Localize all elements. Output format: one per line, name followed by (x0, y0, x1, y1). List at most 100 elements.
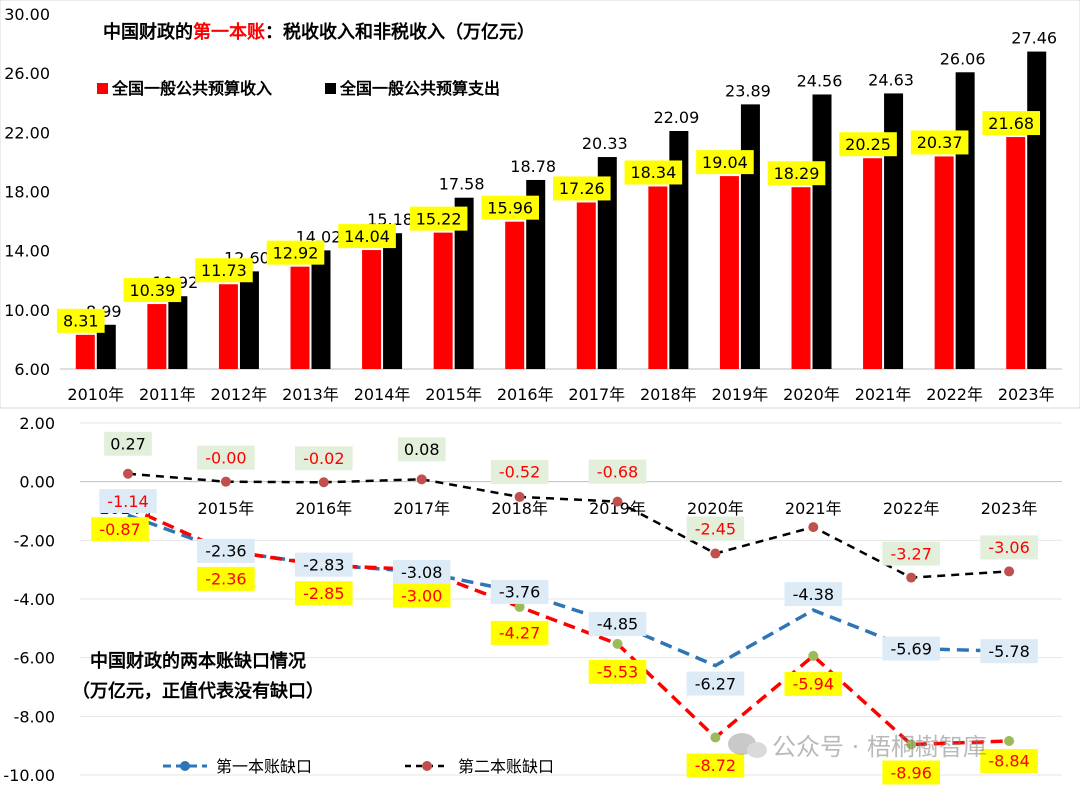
data-label-revenue: 18.29 (767, 161, 826, 186)
data-label-first-gap: -5.69 (882, 636, 940, 661)
data-label-second-gap-text: -0.68 (597, 462, 638, 481)
data-label-red-box (197, 566, 255, 591)
chart-title-part: ：税收收入和非税收入（万亿元） (265, 21, 535, 43)
data-label-second-gap-text: -2.45 (695, 519, 736, 538)
data-label-red-text: -8.84 (988, 752, 1029, 771)
data-label-revenue-box (839, 132, 897, 157)
x-tick-label: 2015年 (425, 385, 482, 404)
marker-red (906, 739, 917, 750)
bar-revenue (719, 176, 739, 369)
x-tick-label: 2013年 (282, 385, 339, 404)
y-tick-label: 10.00 (4, 301, 50, 320)
y-tick-label: 22.00 (4, 123, 50, 142)
data-label-red-text: -3.00 (401, 586, 442, 605)
series-line-red (127, 505, 1010, 747)
data-label-revenue: 19.04 (696, 150, 754, 175)
data-label-red-box (686, 753, 745, 778)
data-label-first-gap-text: -3.08 (401, 563, 442, 582)
data-label-first-gap: -2.83 (295, 552, 353, 577)
bar-revenue (433, 232, 453, 369)
data-label-red-text: -8.72 (695, 756, 736, 775)
marker-second-gap (710, 548, 721, 559)
legend-label-expenditure: 全国一般公共预算支出 (339, 79, 500, 98)
data-label-revenue: 15.22 (409, 206, 468, 231)
data-label-revenue: 21.68 (982, 111, 1041, 136)
x-tick-label-2: 2015年 (198, 499, 255, 518)
bar-expenditure (526, 179, 546, 369)
bar-expenditure (1027, 51, 1047, 370)
data-label-revenue-box (624, 160, 683, 185)
x-tick-label-2: 2017年 (393, 499, 450, 518)
chart-title-part: 中国财政的 (103, 21, 193, 43)
data-label-revenue: 14.04 (338, 224, 396, 249)
data-label-second-gap: -2.45 (686, 516, 745, 541)
data-label-first-gap-box (490, 579, 549, 604)
x-tick-label-2: 2022年 (883, 499, 940, 518)
data-label-revenue-box (56, 308, 105, 333)
data-label-red: -4.27 (490, 620, 549, 645)
bar-expenditure (740, 104, 760, 370)
bar-revenue (362, 250, 382, 369)
x-tick-label: 2016年 (497, 385, 554, 404)
marker-red (1004, 735, 1015, 746)
y-tick-label-2: 0.00 (19, 473, 55, 492)
data-label-revenue: 10.39 (123, 278, 182, 303)
data-label-revenue-text: 21.68 (988, 114, 1034, 133)
data-label-first-gap: -4.85 (588, 611, 647, 636)
data-label-revenue-box (266, 240, 325, 265)
data-label-revenue-box (409, 206, 468, 231)
x-tick-label-2: 2019年 (589, 499, 646, 518)
x-tick-label-2: 2018年 (491, 499, 548, 518)
data-label-first-gap-box (686, 671, 745, 696)
data-label-second-gap-box (686, 516, 745, 541)
data-label-expenditure: 24.56 (797, 71, 843, 90)
data-label-second-gap: -0.52 (490, 459, 549, 484)
series-line-second-gap (127, 472, 1010, 579)
x-tick-label: 2023年 (998, 385, 1055, 404)
marker-red (710, 732, 721, 743)
chart-title-2: 中国财政的两本账缺口情况 (90, 650, 306, 672)
marker-second-gap (808, 522, 819, 533)
data-label-first-gap: -5.78 (980, 639, 1038, 664)
data-label-revenue-box (195, 258, 253, 283)
x-tick-label: 2022年 (926, 385, 983, 404)
data-label-red-text: -8.96 (890, 763, 931, 782)
data-label-revenue: 20.25 (839, 132, 897, 157)
data-label-revenue-box (767, 161, 826, 186)
data-label-revenue-box (552, 176, 611, 201)
marker-second-gap (1004, 566, 1015, 577)
data-label-second-gap: 0.08 (397, 437, 446, 462)
data-label-first-gap-text: -6.27 (695, 674, 736, 693)
data-label-second-gap-box (588, 459, 647, 484)
data-label-red: -2.85 (295, 581, 353, 606)
data-label-revenue: 8.31 (56, 308, 105, 333)
data-label-expenditure: 18.78 (510, 157, 556, 176)
data-label-revenue-box (123, 278, 182, 303)
data-label-revenue-text: 18.34 (630, 163, 676, 182)
data-label-first-gap-text: -4.38 (793, 585, 834, 604)
data-label-red: -8.84 (980, 748, 1038, 773)
data-label-red-box (588, 659, 647, 684)
y-tick-label-2: -2.00 (14, 531, 55, 550)
legend-marker-second-gap (422, 761, 432, 771)
x-tick-label-2: 2021年 (785, 499, 842, 518)
data-label-first-gap-box (295, 552, 353, 577)
bar-revenue (218, 284, 238, 369)
data-label-revenue: 11.73 (195, 258, 253, 283)
data-label-red-box (784, 671, 843, 696)
bar-expenditure (955, 72, 975, 369)
data-label-red: -5.94 (784, 671, 843, 696)
data-label-revenue: 20.37 (910, 130, 969, 155)
data-label-second-gap-text: 0.08 (404, 440, 440, 459)
legend-label-revenue: 全国一般公共预算收入 (111, 79, 272, 98)
data-label-red-box (295, 581, 353, 606)
data-label-second-gap-text: -3.06 (988, 538, 1029, 557)
data-label-first-gap: -6.27 (686, 671, 745, 696)
x-tick-label: 2021年 (855, 385, 912, 404)
x-tick-label-2: 2023年 (981, 499, 1038, 518)
bar-revenue (505, 221, 525, 369)
data-label-red-text: -2.36 (205, 570, 246, 589)
data-label-red-text: -0.87 (99, 520, 140, 539)
bar-revenue (576, 202, 596, 369)
watermark-text: 公众号 · 梧桐樹智庫 (772, 733, 987, 761)
